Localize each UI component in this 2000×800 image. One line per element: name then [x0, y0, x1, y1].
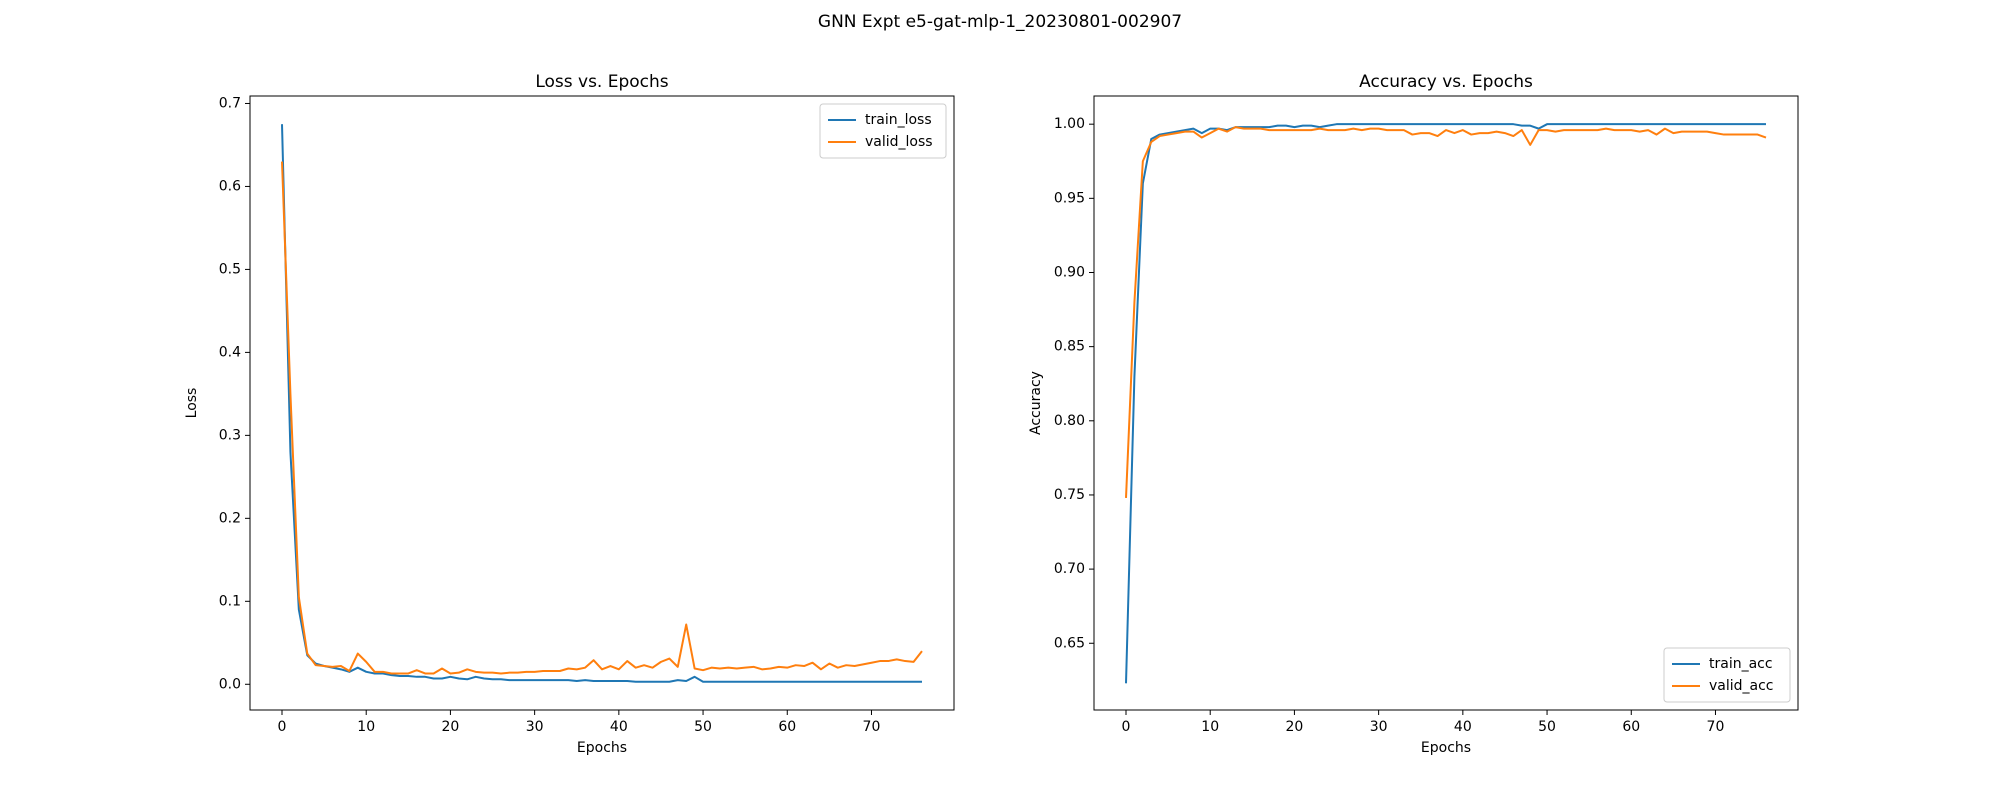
axes-frame — [249, 95, 955, 711]
y-axis-label: Loss — [184, 388, 200, 419]
x-tick-label: 40 — [610, 719, 628, 735]
y-tick-label: 0.85 — [1054, 339, 1085, 355]
data-line — [281, 161, 923, 675]
x-tick-label: 10 — [357, 719, 375, 735]
legend-label: valid_acc — [1709, 678, 1774, 694]
legend-box — [1663, 647, 1791, 703]
x-axis-label: Epochs — [1421, 740, 1471, 756]
data-line — [281, 124, 922, 683]
x-tick-label: 60 — [1622, 719, 1640, 735]
legend-box — [819, 103, 947, 159]
x-tick-label: 10 — [1201, 719, 1219, 735]
x-tick-label: 20 — [442, 719, 460, 735]
x-tick-label: 40 — [1454, 719, 1472, 735]
y-tick-label: 0.2 — [219, 510, 241, 526]
data-line — [1125, 126, 1767, 498]
figure-title: GNN Expt e5-gat-mlp-1_20230801-002907 — [818, 12, 1182, 32]
x-tick-label: 60 — [778, 719, 796, 735]
x-tick-label: 20 — [1286, 719, 1304, 735]
legend-label: train_loss — [865, 112, 932, 128]
y-tick-label: 0.0 — [219, 676, 241, 692]
axes-frame — [1093, 95, 1799, 711]
x-axis-label: Epochs — [577, 740, 627, 756]
x-tick-label: 50 — [1538, 719, 1556, 735]
y-tick-label: 0.3 — [219, 427, 241, 443]
x-tick-label: 30 — [1370, 719, 1388, 735]
x-tick-label: 30 — [526, 719, 544, 735]
y-tick-label: 1.00 — [1054, 116, 1085, 132]
x-tick-label: 70 — [1707, 719, 1725, 735]
legend-label: train_acc — [1709, 656, 1773, 672]
axes-title: Loss vs. Epochs — [535, 72, 668, 92]
y-tick-label: 0.90 — [1054, 264, 1085, 280]
legend-label: valid_loss — [865, 134, 933, 150]
y-tick-label: 0.1 — [219, 593, 241, 609]
y-tick-label: 0.5 — [219, 261, 241, 277]
y-tick-label: 0.7 — [219, 95, 241, 111]
axes-title: Accuracy vs. Epochs — [1359, 72, 1533, 92]
x-tick-label: 0 — [1122, 719, 1131, 735]
x-tick-label: 0 — [278, 719, 287, 735]
x-tick-label: 70 — [863, 719, 881, 735]
y-tick-label: 0.4 — [219, 344, 241, 360]
y-tick-label: 0.80 — [1054, 413, 1085, 429]
y-tick-label: 0.65 — [1054, 635, 1085, 651]
y-tick-label: 0.75 — [1054, 487, 1085, 503]
y-tick-label: 0.95 — [1054, 190, 1085, 206]
y-tick-label: 0.70 — [1054, 561, 1085, 577]
y-axis-label: Accuracy — [1028, 371, 1044, 435]
x-tick-label: 50 — [694, 719, 712, 735]
y-tick-label: 0.6 — [219, 178, 241, 194]
